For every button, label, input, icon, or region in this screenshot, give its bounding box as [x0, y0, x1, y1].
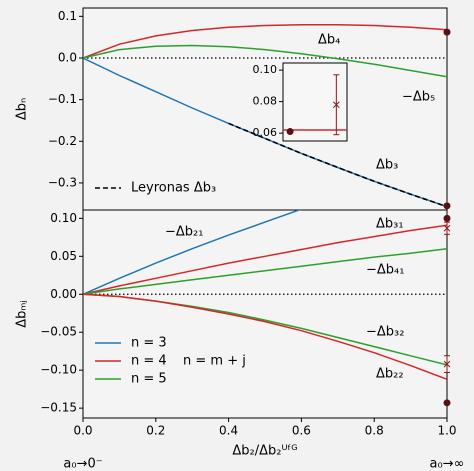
y-tick-label: 0.05	[50, 249, 77, 263]
x-axis-label: Δb₂/Δb₂ᵁᶠᴳ	[232, 444, 297, 459]
x-tick-label: 1.0	[437, 424, 456, 438]
legend-label: n = 5	[131, 372, 167, 387]
series-label: −Δb₅	[402, 90, 435, 105]
y-tick-label: 0.08	[253, 95, 278, 108]
point	[443, 202, 451, 210]
series-line	[83, 44, 447, 78]
y-tick-label: −0.15	[40, 401, 77, 415]
series-line	[83, 247, 447, 296]
cross-marker	[443, 224, 451, 232]
series-line	[83, 23, 447, 59]
point	[443, 214, 451, 222]
x-tick-label: 0.8	[365, 424, 384, 438]
plot-group	[83, 23, 447, 208]
x-axis-right-label: a₀→∞	[430, 457, 465, 471]
plot-area	[82, 7, 448, 211]
series-label: Δb₄	[318, 33, 340, 48]
point	[443, 399, 451, 407]
y-tick-label: 0.00	[50, 287, 77, 301]
y-tick-label: −0.1	[48, 92, 77, 106]
y-axis-label: Δbₙ	[15, 98, 30, 120]
legend-label: n = 3	[131, 336, 167, 351]
cross-marker	[443, 360, 451, 368]
plot-group	[83, 210, 447, 381]
legend-label: n = 4	[131, 354, 167, 369]
y-tick-label: −0.10	[40, 363, 77, 377]
series-label: Δb₂₂	[376, 367, 404, 382]
series-label: −Δb₃₂	[366, 325, 404, 340]
series-label: Δb₃₁	[376, 217, 404, 232]
y-axis-label: Δbₘⱼ	[15, 300, 30, 328]
series-label: Δb₃	[376, 158, 398, 173]
y-tick-label: −0.05	[40, 325, 77, 339]
y-tick-label: 0.06	[253, 126, 278, 139]
y-tick-label: 0.10	[253, 63, 278, 76]
series-label: −Δb₄₁	[366, 263, 404, 278]
x-tick-label: 0.2	[146, 424, 165, 438]
point	[443, 28, 451, 36]
series-line	[83, 210, 302, 295]
series-label: −Δb₂₁	[165, 225, 203, 240]
point	[286, 128, 294, 136]
series-line	[83, 293, 447, 381]
x-axis-left-label: a₀→0⁻	[63, 457, 102, 471]
y-tick-label: −0.2	[48, 134, 77, 148]
y-tick-label: 0.0	[58, 50, 77, 64]
x-tick-label: 0.4	[219, 424, 238, 438]
y-tick-label: 0.1	[58, 9, 77, 23]
y-tick-label: −0.3	[48, 175, 77, 189]
legend-label: Leyronas Δb₃	[131, 181, 216, 196]
plot-area	[82, 209, 448, 419]
cross-marker	[332, 101, 340, 109]
series-line	[228, 122, 447, 208]
y-tick-label: 0.10	[50, 211, 77, 225]
series-line	[83, 224, 447, 296]
x-tick-label: 0.6	[292, 424, 311, 438]
legend-note: n = m + j	[183, 354, 246, 369]
x-tick-label: 0.0	[73, 424, 92, 438]
